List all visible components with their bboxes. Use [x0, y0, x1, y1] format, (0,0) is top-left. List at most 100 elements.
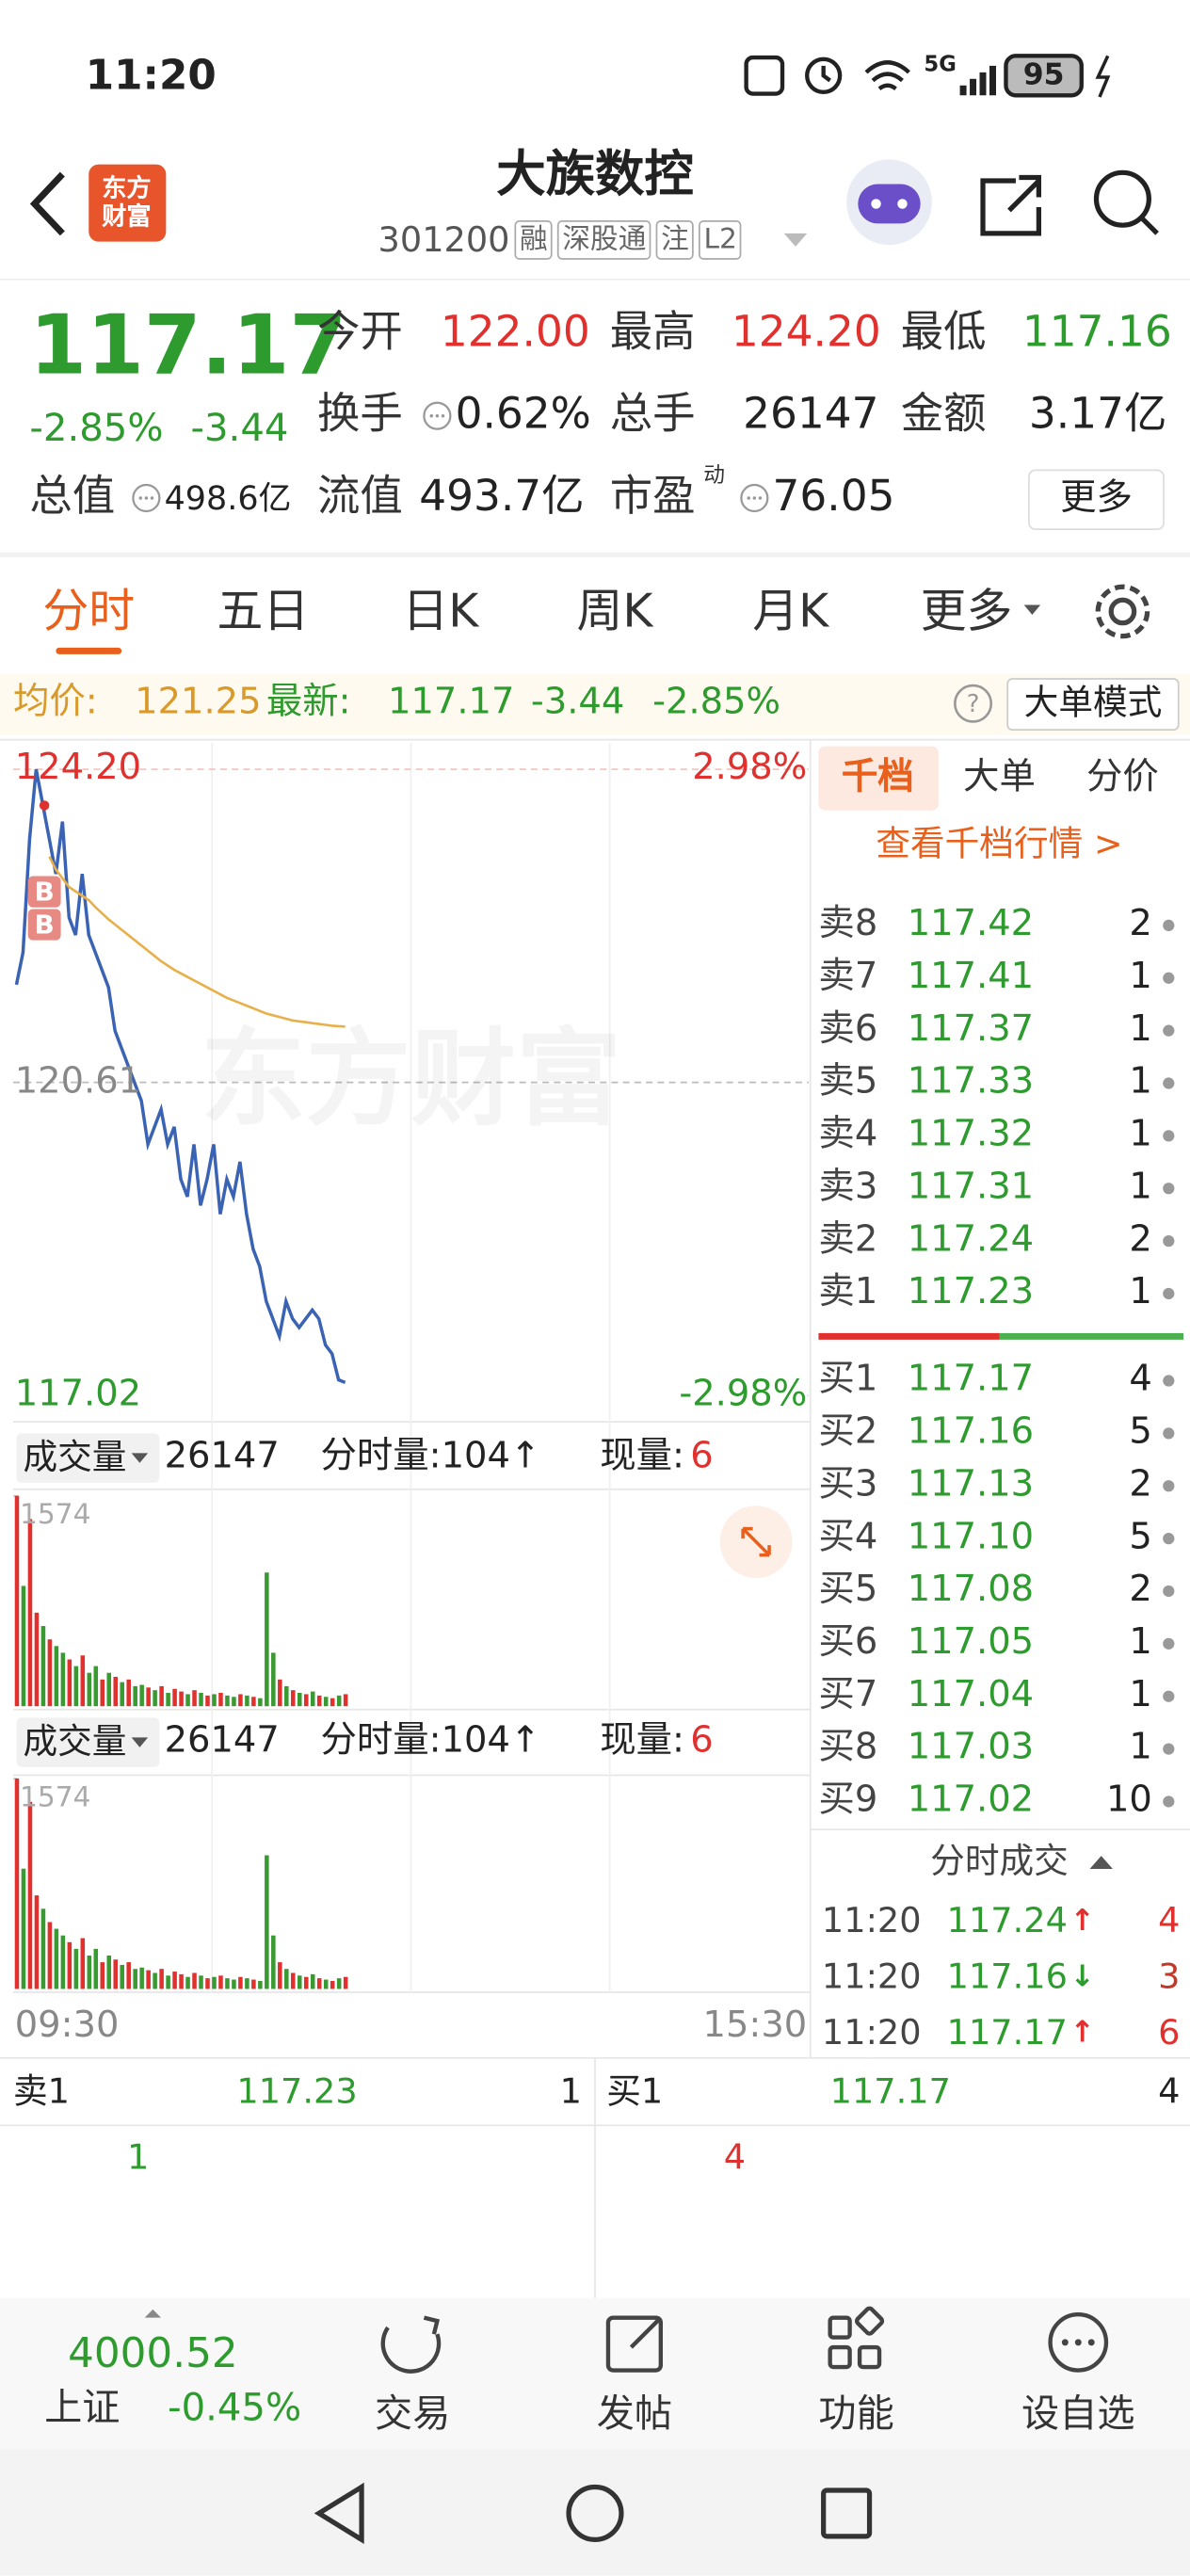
help-icon[interactable] — [954, 684, 993, 723]
field-label: 今开 — [316, 308, 403, 358]
book-level: 卖3 — [818, 1167, 878, 1208]
dropdown-arrow — [131, 1453, 149, 1463]
volume-bar — [336, 1978, 342, 1989]
volume-bar — [47, 1922, 53, 1989]
volume-bar — [199, 1693, 203, 1707]
volume-bar — [67, 1659, 72, 1707]
tab[interactable]: 月K — [752, 584, 829, 638]
battery-level: 95 — [1022, 57, 1065, 93]
info-icon — [423, 401, 452, 430]
latest-label: 最新: — [265, 682, 351, 723]
tab[interactable]: 五日 — [217, 584, 310, 638]
post-icon[interactable] — [605, 2315, 664, 2373]
dropdown-arrow[interactable] — [783, 233, 808, 247]
volume-bar — [278, 1962, 282, 1989]
nav-recent[interactable] — [821, 2487, 873, 2539]
volume-bar — [100, 1679, 105, 1707]
book-qty: 1 — [1129, 1271, 1152, 1313]
field-value: 122.00 — [440, 308, 590, 358]
volume-bar — [232, 1697, 236, 1707]
book-tab[interactable]: 千档 — [841, 757, 914, 799]
tab[interactable]: 日K — [402, 584, 479, 638]
index-change[interactable]: -0.45% — [168, 2387, 302, 2430]
trades-title[interactable]: 分时成交 — [930, 1842, 1069, 1881]
more-button[interactable]: 更多 — [1060, 477, 1133, 520]
collapse-arrow[interactable] — [1089, 1856, 1113, 1870]
status-time: 11:20 — [85, 51, 217, 99]
tab[interactable]: 分时 — [42, 584, 136, 638]
book-link[interactable]: 查看千档行情 > — [876, 824, 1123, 864]
ask-bid-divider — [818, 1332, 1000, 1340]
volume-bar — [133, 1969, 137, 1989]
volume-label[interactable]: 成交量 — [23, 1721, 127, 1762]
trade-qty: 6 — [1158, 2012, 1181, 2053]
book-price: 117.37 — [907, 1008, 1035, 1051]
nav-label[interactable]: 发帖 — [596, 2393, 673, 2437]
volume-tick-label: 1574 — [19, 1781, 91, 1815]
function-icon[interactable] — [828, 2306, 885, 2370]
watchlist-icon[interactable] — [1048, 2311, 1109, 2373]
tab[interactable]: 周K — [576, 584, 653, 638]
index-name[interactable]: 上证 — [44, 2387, 121, 2430]
field-value: 124.20 — [731, 308, 881, 358]
volume-bar — [343, 1694, 348, 1707]
mode-button[interactable]: 大单模式 — [1023, 683, 1163, 723]
volume-bar — [106, 1672, 112, 1707]
dropdown-arrow[interactable] — [1023, 604, 1041, 615]
settings-button[interactable] — [1095, 584, 1150, 639]
trade-icon[interactable] — [380, 2315, 442, 2374]
mode-button-box[interactable] — [1006, 678, 1180, 732]
tab[interactable]: 更多 — [920, 584, 1013, 638]
index-value[interactable]: 4000.52 — [68, 2328, 238, 2377]
volume-selector[interactable] — [16, 1717, 160, 1767]
volume-bar — [199, 1975, 203, 1989]
stock-name: 大族数控 — [496, 146, 694, 204]
volume-bar — [80, 1655, 86, 1707]
nav-home[interactable] — [566, 2484, 624, 2542]
bid-label: 买1 — [606, 2071, 664, 2112]
volume-label[interactable]: 成交量 — [23, 1437, 127, 1477]
nav-label[interactable]: 交易 — [375, 2393, 451, 2437]
bid-price: 117.17 — [829, 2071, 951, 2112]
book-qty: 1 — [1129, 956, 1152, 998]
avg-price: 121.25 — [135, 682, 262, 723]
book-qty: 1 — [1129, 1061, 1152, 1103]
book-level: 买1 — [818, 1359, 878, 1401]
book-level: 卖8 — [818, 903, 878, 945]
book-tab[interactable]: 分价 — [1085, 757, 1159, 799]
search-button[interactable] — [1093, 169, 1159, 235]
system-nav-bar — [0, 2449, 1190, 2576]
book-tab[interactable]: 大单 — [963, 757, 1036, 799]
book-price: 117.08 — [907, 1569, 1035, 1611]
nav-back[interactable] — [314, 2482, 364, 2545]
book-dot — [1163, 1077, 1175, 1089]
latest-price: 117.17 — [388, 682, 515, 723]
field-label: 市盈 — [609, 472, 696, 523]
book-price: 117.32 — [907, 1114, 1035, 1155]
help-text[interactable]: ? — [966, 688, 980, 718]
volume-bar — [310, 1691, 315, 1707]
volume-bar — [27, 1519, 33, 1707]
more-button-box[interactable] — [1028, 469, 1165, 531]
field-label: 最低 — [900, 308, 987, 358]
volume-bar — [21, 1586, 26, 1707]
volume-bar — [225, 1695, 230, 1707]
volume-bar — [303, 1976, 309, 1989]
nav-label[interactable]: 设自选 — [1021, 2393, 1135, 2437]
volume-selector[interactable] — [16, 1433, 160, 1483]
book-dot — [1163, 1130, 1175, 1142]
nav-label[interactable]: 功能 — [818, 2393, 894, 2437]
ask-label: 卖1 — [12, 2071, 70, 2112]
volume-bar — [139, 1684, 144, 1707]
volume-bar — [238, 1976, 243, 1989]
field-value: 0.62% — [455, 390, 591, 440]
share-button[interactable] — [980, 174, 1041, 236]
y2-tick-label: 2.98% — [692, 748, 808, 789]
volume-bar — [323, 1979, 329, 1989]
book-price: 117.02 — [907, 1779, 1035, 1822]
field-value: 117.16 — [1021, 308, 1172, 358]
back-button[interactable] — [29, 171, 65, 236]
book-dot — [1163, 1427, 1175, 1440]
change-amount: -3.44 — [190, 408, 289, 451]
